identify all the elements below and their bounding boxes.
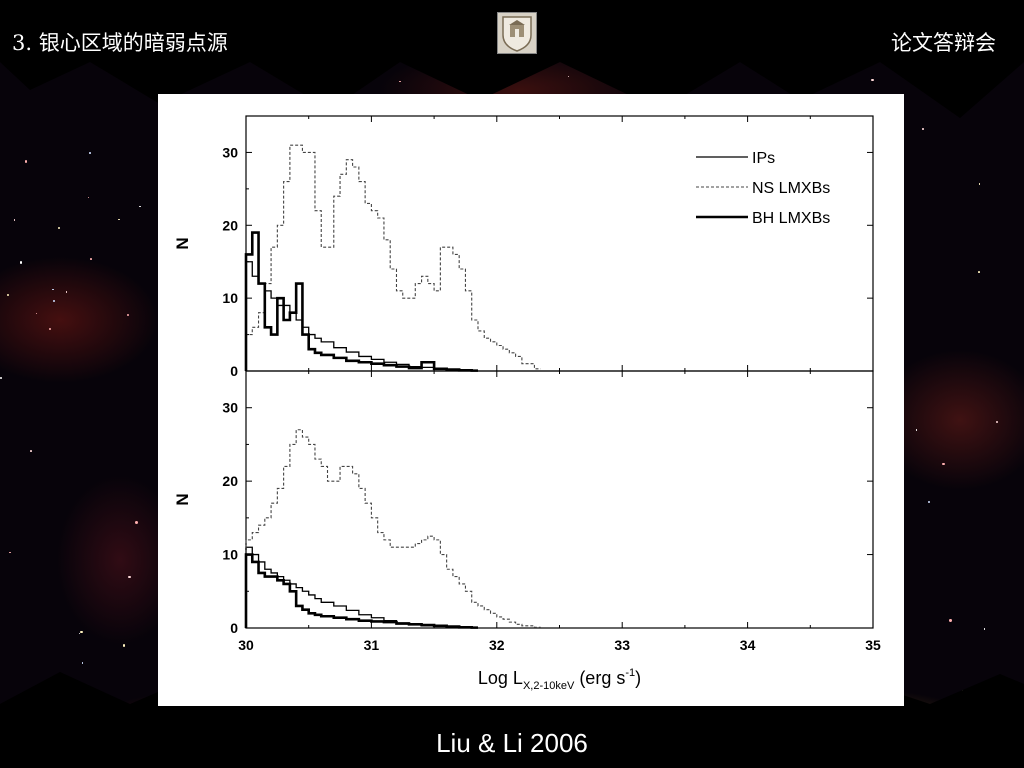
x-tick-label: 30 xyxy=(238,637,254,653)
chart-panel: 0 10 20 30 N IPs NS LMXBs BH LMXBs 0 10 20 30 N 30 31 3… xyxy=(158,94,904,706)
series-ns-lmxbs xyxy=(245,144,541,371)
histogram-chart: 0 10 20 30 N IPs NS LMXBs BH LMXBs 0 10 20 30 N 30 31 3… xyxy=(173,115,881,692)
star xyxy=(123,644,126,647)
header-zigzag-border xyxy=(0,60,1024,118)
star xyxy=(58,226,61,229)
y-tick-label: 20 xyxy=(222,217,238,233)
star xyxy=(13,219,15,221)
legend-label: BH LMXBs xyxy=(752,210,830,227)
star xyxy=(8,551,11,554)
star xyxy=(996,420,999,423)
x-tick-label: 32 xyxy=(489,637,505,653)
x-axis-label: Log LX,2-10keV (erg s-1) xyxy=(478,667,641,692)
legend-label: IPs xyxy=(752,150,775,167)
header-right-label: 论文答辩会 xyxy=(891,31,996,55)
star xyxy=(19,261,22,264)
y-tick-label: 0 xyxy=(230,620,238,636)
star xyxy=(983,628,986,630)
y-tick-label: 30 xyxy=(222,400,238,416)
footer-bar xyxy=(0,710,1024,768)
y-axis-label: N xyxy=(173,237,192,249)
star xyxy=(0,376,3,379)
legend-label: NS LMXBs xyxy=(752,180,830,197)
star xyxy=(126,313,130,317)
star xyxy=(978,182,981,185)
plot-frame xyxy=(245,115,874,372)
star xyxy=(928,500,931,503)
star xyxy=(65,291,68,293)
series-bh-lmxbs xyxy=(244,553,478,629)
star xyxy=(567,75,570,78)
y-axis-label: N xyxy=(173,493,192,505)
series-bh-lmxbs xyxy=(244,231,478,372)
star xyxy=(79,632,81,634)
y-tick-label: 10 xyxy=(222,547,238,563)
star xyxy=(80,631,83,634)
star xyxy=(399,80,401,82)
star xyxy=(52,299,55,302)
star xyxy=(24,160,28,163)
star xyxy=(915,429,917,431)
x-tick-label: 34 xyxy=(740,637,756,653)
y-tick-label: 30 xyxy=(222,144,238,160)
x-tick-label: 33 xyxy=(614,637,630,653)
star xyxy=(942,462,945,466)
star xyxy=(921,128,924,130)
star xyxy=(871,78,874,81)
star xyxy=(978,271,980,274)
slide-title: 3. 银心区域的暗弱点源 xyxy=(12,31,228,55)
x-tick-label: 31 xyxy=(364,637,380,653)
star xyxy=(89,151,91,154)
y-tick-label: 0 xyxy=(230,363,238,379)
citation: Liu & Li 2006 xyxy=(436,728,588,758)
star xyxy=(118,218,121,221)
star xyxy=(52,288,54,291)
series-ips xyxy=(245,546,478,629)
star xyxy=(48,327,52,331)
star xyxy=(90,258,93,261)
y-tick-label: 10 xyxy=(222,290,238,306)
star xyxy=(30,450,33,453)
star xyxy=(36,312,38,315)
series-ns-lmxbs xyxy=(245,429,541,628)
star xyxy=(88,196,90,199)
university-crest-icon xyxy=(497,12,537,54)
star xyxy=(7,293,10,297)
x-tick-label: 35 xyxy=(865,637,881,653)
y-tick-label: 20 xyxy=(222,473,238,489)
star xyxy=(139,205,142,208)
star xyxy=(81,662,84,664)
plot-frame xyxy=(245,370,874,629)
star xyxy=(949,619,952,622)
series-ips xyxy=(245,261,478,371)
star xyxy=(128,575,131,579)
star xyxy=(135,520,138,524)
